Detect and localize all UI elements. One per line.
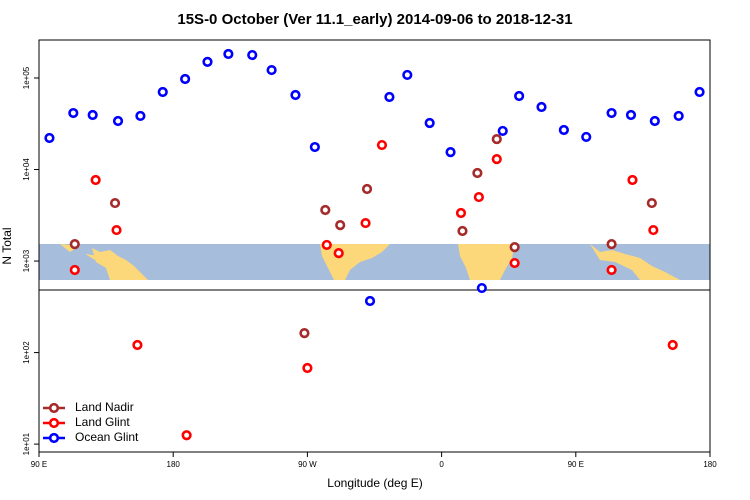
y-tick-label: 1e+02	[22, 341, 31, 364]
point	[606, 264, 617, 276]
point	[509, 257, 520, 269]
plot-frame	[38, 39, 711, 453]
point	[69, 264, 80, 276]
point	[302, 362, 313, 374]
point	[180, 73, 191, 85]
y-tick-label: 1e+01	[22, 432, 31, 455]
map-background	[39, 244, 710, 280]
point	[335, 220, 346, 231]
legend-label: Land Glint	[75, 415, 130, 429]
point	[667, 339, 678, 351]
point	[491, 153, 502, 165]
point	[364, 295, 376, 307]
legend-label: Ocean Glint	[75, 430, 139, 444]
point	[457, 225, 468, 237]
x-axis-label: Longitude (deg E)	[327, 476, 422, 490]
point	[581, 131, 592, 143]
point	[223, 48, 234, 60]
point	[309, 141, 320, 153]
point	[384, 91, 395, 103]
point	[109, 197, 121, 209]
legend-marker	[48, 402, 60, 414]
point	[491, 133, 502, 145]
point	[87, 109, 98, 121]
point	[646, 197, 657, 209]
point	[361, 183, 373, 195]
point	[606, 107, 617, 119]
y-axis-label: N Total	[0, 227, 14, 264]
point	[536, 101, 547, 113]
legend-label: Land Nadir	[75, 400, 134, 414]
point	[44, 132, 55, 144]
point	[402, 69, 413, 81]
legend-marker	[48, 417, 60, 429]
point	[694, 86, 705, 98]
point	[299, 328, 310, 339]
point	[157, 86, 168, 98]
point	[69, 239, 80, 250]
point	[649, 115, 660, 127]
point	[135, 110, 146, 122]
point	[321, 239, 332, 251]
point	[673, 110, 684, 122]
point	[290, 89, 301, 101]
point	[132, 339, 143, 351]
point	[202, 56, 213, 67]
chart-title: 15S-0 October (Ver 11.1_early) 2014-09-0…	[177, 11, 572, 28]
x-tick-label: 0	[439, 460, 444, 469]
x-tick-label: 90 E	[31, 460, 47, 469]
point	[473, 191, 484, 203]
legend-marker	[48, 432, 60, 444]
point	[476, 282, 487, 294]
x-tick-label: 180	[703, 460, 717, 469]
point	[625, 109, 637, 121]
point	[558, 124, 569, 136]
point	[472, 167, 483, 179]
point	[360, 217, 371, 229]
point	[247, 49, 258, 61]
y-tick-label: 1e+03	[22, 249, 31, 272]
point	[266, 64, 277, 76]
point	[424, 117, 435, 129]
point	[320, 204, 331, 216]
point	[606, 239, 617, 250]
point	[376, 139, 388, 151]
point	[514, 90, 525, 102]
x-tick-label: 180	[167, 460, 181, 469]
point	[445, 146, 456, 158]
y-tick-label: 1e+05	[22, 66, 31, 89]
y-tick-label: 1e+04	[22, 158, 31, 181]
point	[68, 107, 79, 119]
point	[181, 430, 192, 441]
x-tick-label: 90 E	[568, 460, 584, 469]
point	[112, 115, 124, 127]
point	[627, 174, 638, 186]
point	[648, 224, 659, 236]
point	[455, 207, 467, 219]
point	[497, 125, 508, 137]
point	[111, 224, 122, 236]
x-tick-label: 90 W	[298, 460, 317, 469]
point	[90, 174, 101, 186]
point	[333, 248, 344, 259]
point	[509, 242, 520, 253]
